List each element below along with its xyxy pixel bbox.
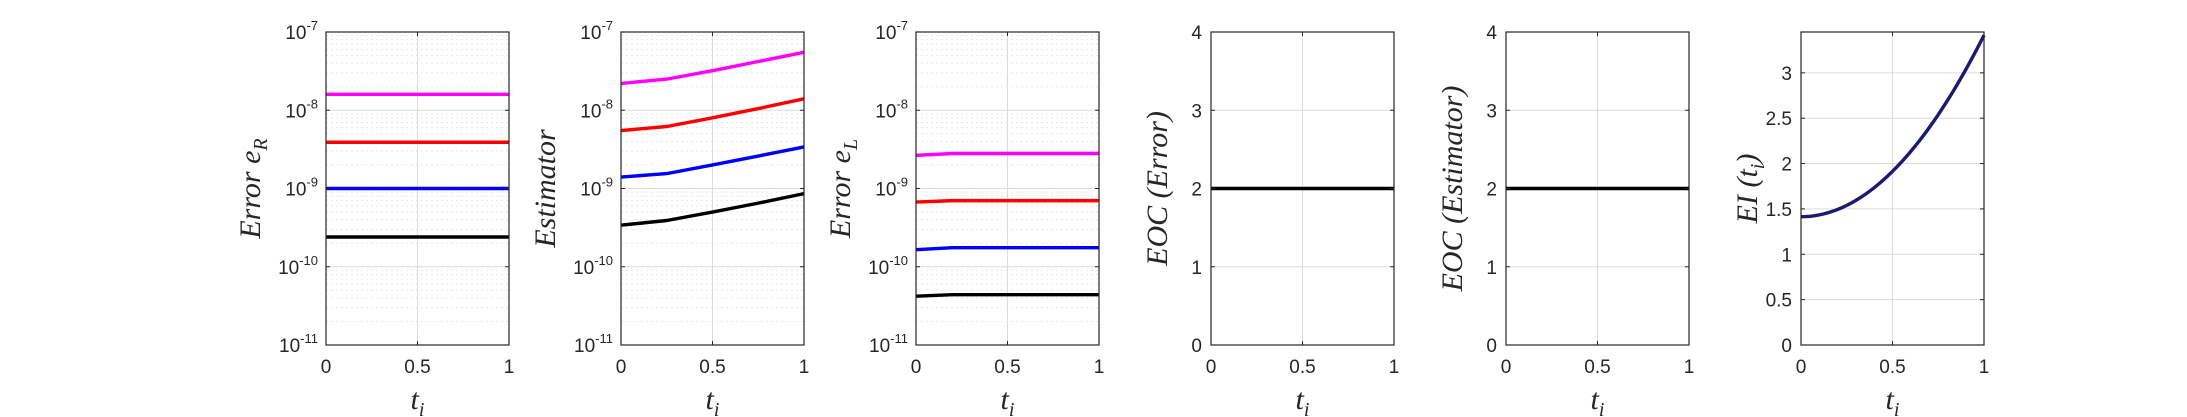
y-tick-label: 10-9 bbox=[580, 175, 613, 201]
chart-panel: 0 1 2 3 4 0 0.5 1 ti EOC (Error) bbox=[1141, 23, 1399, 417]
y-tick-label: 2.5 bbox=[1766, 109, 1792, 130]
y-axis-label: Error eL bbox=[824, 139, 862, 239]
y-tick-label: 1.5 bbox=[1766, 200, 1792, 221]
y-tick-label: 3 bbox=[1191, 101, 1202, 122]
x-tick-label: 0 bbox=[1206, 357, 1217, 378]
x-tick-label: 1 bbox=[1094, 357, 1105, 378]
y-axis-label: EOC (Estimator) bbox=[1436, 86, 1469, 293]
chart-panel: 0 1 2 3 4 0 0.5 1 ti EOC (Estimator) bbox=[1436, 23, 1694, 417]
y-tick-label: 2 bbox=[1781, 155, 1792, 176]
grid bbox=[915, 31, 1100, 346]
x-tick-label: 1 bbox=[504, 357, 515, 378]
y-axis-label: EI (ti) bbox=[1731, 154, 1769, 225]
x-tick-label: 0.5 bbox=[699, 357, 725, 378]
x-tick-label: 0 bbox=[616, 357, 627, 378]
x-tick-label: 0.5 bbox=[404, 357, 430, 378]
y-tick-label: 2 bbox=[1191, 180, 1202, 201]
x-tick-label: 0.5 bbox=[994, 357, 1020, 378]
x-tick-label: 0 bbox=[1796, 357, 1807, 378]
y-axis-label: Error eR bbox=[234, 138, 272, 239]
y-tick-label: 10-11 bbox=[869, 331, 908, 357]
chart-panel: 0 0.5 1 1.5 2 2.5 3 0 0.5 1 ti EI (ti) bbox=[1731, 31, 1990, 417]
y-tick-label: 10-10 bbox=[573, 253, 613, 279]
y-tick-label: 10-11 bbox=[279, 331, 318, 357]
series-line bbox=[915, 246, 1099, 252]
series-line bbox=[620, 50, 805, 86]
chart-panel: 10-11 10-10 10-9 10-8 10-7 0 0.5 1 ti Estimator bbox=[529, 18, 809, 417]
x-tick-label: 0 bbox=[1501, 357, 1512, 378]
y-tick-label: 0.5 bbox=[1766, 291, 1792, 312]
y-tick-label: 10-8 bbox=[875, 96, 908, 122]
series-line bbox=[915, 292, 1099, 298]
x-axis-label: ti bbox=[1886, 383, 1900, 417]
y-tick-label: 3 bbox=[1486, 101, 1497, 122]
x-axis-label: ti bbox=[1296, 383, 1310, 417]
y-tick-label: 10-7 bbox=[875, 18, 908, 44]
x-tick-label: 0.5 bbox=[1879, 357, 1905, 378]
x-tick-label: 0.5 bbox=[1289, 357, 1315, 378]
x-axis-label: ti bbox=[1591, 383, 1605, 417]
y-tick-label: 4 bbox=[1191, 23, 1202, 44]
series-line bbox=[1800, 34, 1986, 219]
y-tick-label: 10-8 bbox=[580, 96, 613, 122]
grid bbox=[620, 31, 805, 346]
x-axis-label: ti bbox=[706, 383, 720, 417]
chart-panel: 10-11 10-10 10-9 10-8 10-7 0 0.5 1 ti Error eR bbox=[234, 18, 514, 417]
chart-panel: 10-11 10-10 10-9 10-8 10-7 0 0.5 1 ti Error eL bbox=[824, 18, 1104, 417]
y-tick-label: 3 bbox=[1781, 64, 1792, 85]
x-tick-label: 0 bbox=[911, 357, 922, 378]
series-line bbox=[620, 145, 805, 179]
x-axis-label: ti bbox=[1001, 383, 1015, 417]
y-axis-label: EOC (Error) bbox=[1141, 111, 1174, 267]
x-tick-label: 0 bbox=[321, 357, 332, 378]
series-line bbox=[915, 151, 1099, 158]
y-tick-label: 1 bbox=[1781, 245, 1792, 266]
x-axis-label: ti bbox=[411, 383, 425, 417]
series-line bbox=[915, 198, 1099, 204]
x-tick-label: 1 bbox=[1684, 357, 1695, 378]
y-tick-label: 10-7 bbox=[285, 18, 318, 44]
y-tick-label: 0 bbox=[1191, 336, 1202, 357]
y-tick-label: 1 bbox=[1191, 258, 1202, 279]
y-tick-label: 10-9 bbox=[285, 175, 318, 201]
x-tick-label: 1 bbox=[799, 357, 810, 378]
y-axis-label: Estimator bbox=[529, 129, 562, 249]
y-tick-label: 0 bbox=[1486, 336, 1497, 357]
series-line bbox=[620, 191, 805, 227]
y-tick-label: 2 bbox=[1486, 180, 1497, 201]
x-tick-label: 1 bbox=[1979, 357, 1990, 378]
y-tick-label: 10-10 bbox=[278, 253, 318, 279]
y-tick-label: 1 bbox=[1486, 258, 1497, 279]
y-tick-label: 4 bbox=[1486, 23, 1497, 44]
y-tick-label: 10-9 bbox=[875, 175, 908, 201]
grid bbox=[1800, 32, 1985, 346]
x-tick-label: 0.5 bbox=[1584, 357, 1610, 378]
y-tick-label: 10-7 bbox=[580, 18, 613, 44]
y-tick-label: 10-11 bbox=[574, 331, 613, 357]
y-tick-label: 0 bbox=[1781, 336, 1792, 357]
series-line bbox=[620, 97, 805, 133]
y-tick-label: 10-8 bbox=[285, 96, 318, 122]
y-tick-label: 10-10 bbox=[868, 253, 908, 279]
x-tick-label: 1 bbox=[1389, 357, 1400, 378]
